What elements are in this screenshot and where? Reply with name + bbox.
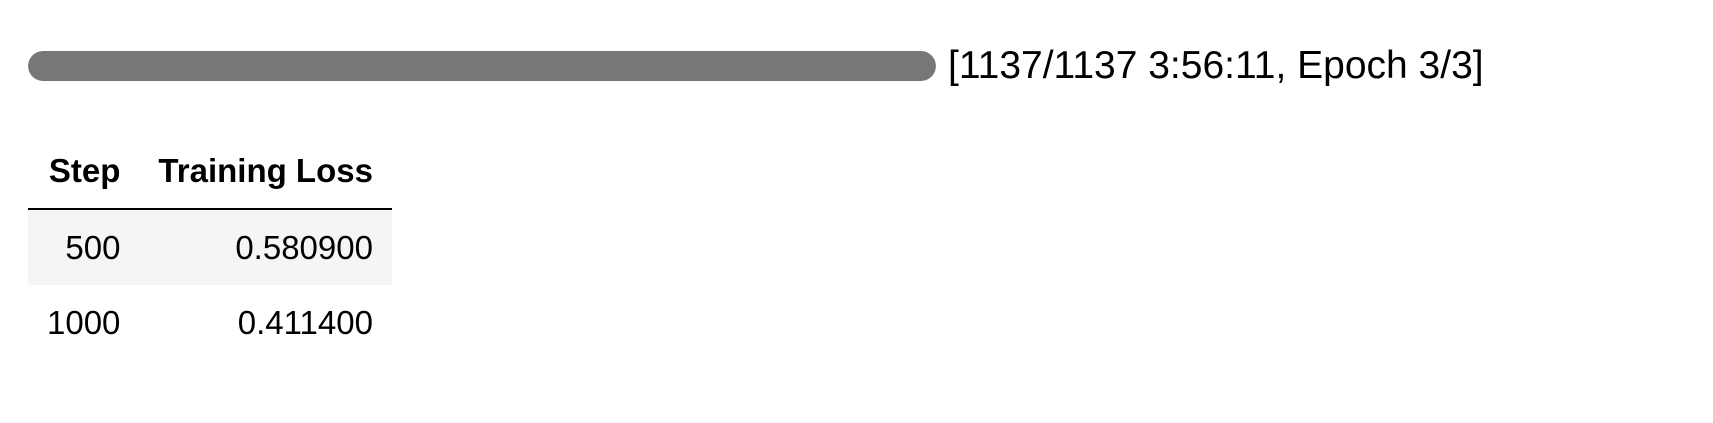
column-header-step: Step <box>28 138 140 210</box>
table-header: Step Training Loss <box>28 138 392 210</box>
header-row: Step Training Loss <box>28 138 392 210</box>
progress-bar-fill <box>28 51 936 81</box>
progress-status-text: [1137/1137 3:56:11, Epoch 3/3] <box>948 44 1484 87</box>
table-row: 1000 0.411400 <box>28 285 392 360</box>
training-progress: [1137/1137 3:56:11, Epoch 3/3] <box>28 44 1484 88</box>
table-body: 500 0.580900 1000 0.411400 <box>28 209 392 360</box>
step-cell: 1000 <box>47 304 121 341</box>
column-header-training-loss: Training Loss <box>139 138 392 210</box>
step-cell: 500 <box>65 229 121 266</box>
progress-bar <box>28 51 936 81</box>
training-loss-table: Step Training Loss 500 0.580900 1000 0.4… <box>28 138 392 360</box>
training-loss-cell: 0.580900 <box>235 229 373 266</box>
table-row: 500 0.580900 <box>28 209 392 285</box>
training-loss-cell: 0.411400 <box>237 304 373 341</box>
